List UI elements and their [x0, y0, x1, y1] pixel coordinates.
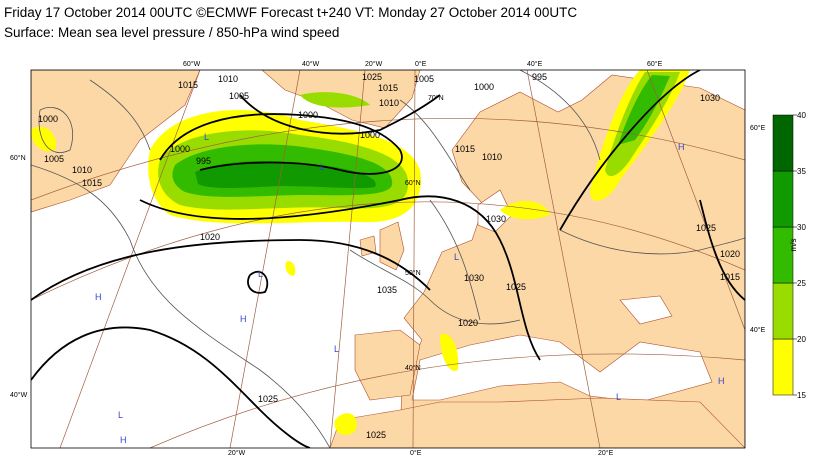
- isobar-label: 1025: [362, 72, 382, 82]
- isobar-label: 1010: [72, 165, 92, 175]
- pressure-center: L: [454, 252, 459, 262]
- isobar-label: 1015: [378, 83, 398, 93]
- pressure-center: H: [95, 292, 102, 302]
- isobar-label: 1005: [229, 91, 249, 101]
- isobar-label: 1010: [379, 98, 399, 108]
- graticule-label: 20°E: [598, 449, 614, 457]
- pressure-center: L: [204, 132, 209, 142]
- isobar-label: 1015: [455, 144, 475, 154]
- graticule-label: 40°W: [302, 60, 320, 68]
- pressure-center: H: [678, 142, 685, 152]
- inland-seas: [411, 189, 713, 403]
- graticule-label: 60°W: [183, 60, 201, 68]
- graticule-label: 60°N: [10, 154, 26, 162]
- colorbar-band: [772, 114, 794, 172]
- isobar-label: 1030: [486, 214, 506, 224]
- isobar-label: 1030: [464, 273, 484, 283]
- graticule-label: 20°W: [228, 449, 246, 457]
- africa: [329, 397, 745, 448]
- isobar-label: 1020: [720, 249, 740, 259]
- graticule-label: 50°N: [405, 269, 421, 277]
- subtitle-line: Surface: Mean sea level pressure / 850-h…: [4, 25, 339, 40]
- isobar-label: 995: [196, 156, 211, 166]
- pressure-center: L: [320, 162, 325, 172]
- graticule-label: 0°E: [415, 60, 427, 68]
- isobar-label: 1000: [170, 144, 190, 154]
- isobar-label: 1000: [474, 82, 494, 92]
- isobar-label: 1000: [38, 114, 58, 124]
- graticule-label: 70°N: [428, 94, 444, 102]
- pressure-center: L: [334, 344, 339, 354]
- colorbar-band: [772, 282, 794, 340]
- isobar-label: 1025: [366, 430, 386, 440]
- colorbar-tick-label: 35: [797, 167, 806, 176]
- graticule-label: 60°N: [405, 179, 421, 187]
- graticule-label: 40°E: [527, 60, 543, 68]
- pressure-center: L: [616, 392, 621, 402]
- isobar-label: 1005: [44, 154, 64, 164]
- isobar-label: 1015: [720, 272, 740, 282]
- isobar-label: 1005: [414, 74, 434, 84]
- pressure-center: L: [118, 410, 123, 420]
- isobar-label: 1020: [200, 232, 220, 242]
- colorbar-band: [772, 226, 794, 284]
- pressure-center: L: [258, 269, 263, 279]
- colorbar-unit: m/s: [789, 239, 798, 252]
- pressure-center: H: [240, 314, 247, 324]
- graticule-label: 40°W: [10, 391, 28, 399]
- isobar-label: 1010: [218, 74, 238, 84]
- isobar-label: 1000: [360, 130, 380, 140]
- colorbar-tick-label: 20: [797, 335, 806, 344]
- colorbar-tick-label: 25: [797, 279, 806, 288]
- isobar-label: 1010: [482, 152, 502, 162]
- title-line: Friday 17 October 2014 00UTC ©ECMWF Fore…: [4, 5, 577, 20]
- isobar-label: 1000: [298, 110, 318, 120]
- colorbar-band: [772, 170, 794, 228]
- isobar-label: 1035: [377, 285, 397, 295]
- colorbar-tick-label: 15: [797, 391, 806, 400]
- colorbar: 15 20 25 30 35 40: [772, 111, 806, 400]
- graticule-label: 40°E: [750, 326, 766, 334]
- isobars-thin: [31, 70, 745, 448]
- graticule-label: 60°E: [647, 60, 663, 68]
- map-area: [31, 70, 745, 448]
- isobar-label: 1030: [700, 93, 720, 103]
- colorbar-band: [772, 338, 794, 396]
- graticule-label: 40°N: [405, 364, 421, 372]
- isobar-label: 1015: [178, 80, 198, 90]
- isobar-label: 1025: [258, 394, 278, 404]
- graticule-label: 20°W: [365, 60, 383, 68]
- pressure-center: H: [718, 376, 725, 386]
- colorbar-tick-label: 40: [797, 111, 806, 120]
- isobar-label: 995: [532, 72, 547, 82]
- isobars-thick: [31, 70, 745, 448]
- isobar-label: 1025: [696, 223, 716, 233]
- map-frame: [30, 69, 746, 449]
- pressure-center: H: [120, 435, 127, 445]
- graticule-label: 60°E: [750, 124, 766, 132]
- graticule-label: 0°E: [410, 449, 422, 457]
- isobar-label: 1020: [458, 318, 478, 328]
- isobar-label: 1015: [82, 178, 102, 188]
- isobar-label: 1025: [506, 282, 526, 292]
- colorbar-tick-label: 30: [797, 223, 806, 232]
